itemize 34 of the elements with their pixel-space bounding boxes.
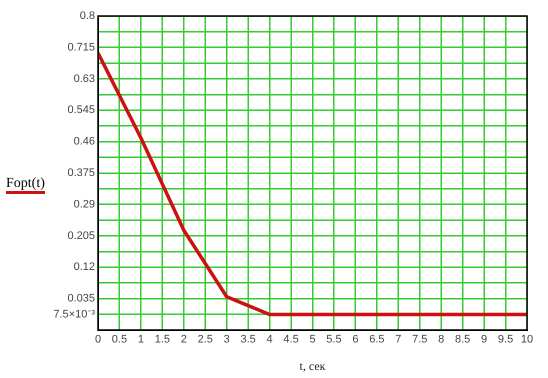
- x-tick-label: 7.5: [412, 334, 428, 346]
- y-tick-label: 0.12: [74, 261, 95, 274]
- x-tick-label: 0: [94, 334, 102, 346]
- y-tick-label: 0.545: [67, 104, 95, 116]
- x-tick-label: 8.5: [455, 334, 470, 346]
- x-tick-label: 1.5: [154, 334, 170, 346]
- x-tick-label: 1: [138, 334, 144, 346]
- x-tick-label: 4: [266, 334, 273, 346]
- x-tick-label: 3: [224, 334, 230, 346]
- y-tick-label: 7.5×10⁻³: [53, 308, 96, 320]
- x-axis-title: t, сек: [300, 358, 326, 373]
- y-tick-label: 0.375: [67, 167, 95, 180]
- x-tick-label: 2.5: [198, 334, 213, 346]
- x-tick-label: 6.5: [369, 334, 384, 346]
- x-tick-label: 5: [309, 334, 316, 346]
- x-tick-label: 3.5: [240, 334, 256, 346]
- x-tick-label: 7: [395, 334, 402, 346]
- x-tick-label: 10: [520, 334, 534, 346]
- x-tick-label: 4.5: [283, 334, 299, 346]
- y-tick-label: 0.715: [67, 41, 95, 54]
- x-tick-label: 9.5: [498, 334, 514, 346]
- text: Fopt(t): [6, 176, 45, 192]
- x-tick-label: 2: [180, 334, 187, 346]
- y-tick-label: 0.63: [74, 72, 95, 85]
- x-tick-label: 0.5: [112, 334, 128, 346]
- y-tick-label: 0.8: [80, 10, 95, 22]
- y-tick-label: 0.035: [67, 292, 95, 305]
- x-tick-label: 9: [481, 334, 488, 346]
- x-tick-label: 8: [438, 334, 444, 346]
- y-tick-label: 0.29: [74, 198, 95, 210]
- x-tick-label: 5.5: [326, 334, 342, 346]
- x-tick-label: 6: [352, 334, 358, 346]
- y-tick-label: 0.205: [67, 230, 95, 242]
- y-tick-label: 0.46: [74, 136, 95, 148]
